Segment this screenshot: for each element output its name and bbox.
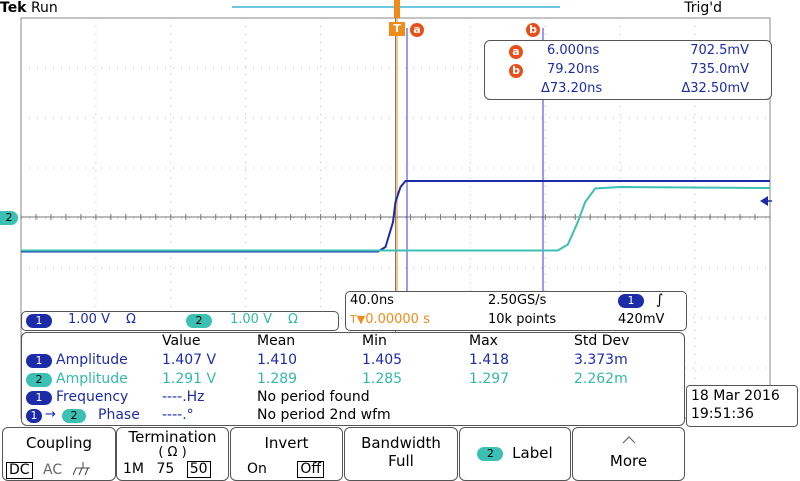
measurement-note: No period 2nd wfm — [257, 407, 391, 423]
arrow-right-icon: → — [45, 407, 56, 422]
measurement-max: 1.418 — [469, 352, 510, 368]
measurement-std: 2.262m — [574, 371, 628, 387]
measurement-min: 1.405 — [362, 352, 403, 368]
trigger-marker-label: T — [389, 22, 405, 36]
bandwidth-title: Bandwidth — [361, 434, 441, 452]
cursor-delta-volt: Δ32.50mV — [681, 81, 749, 96]
time-text: 19:51:36 — [691, 406, 754, 422]
source-chip: 2 — [26, 373, 52, 387]
cursor-a-volt: 702.5mV — [690, 43, 749, 58]
measurement-max: 1.297 — [469, 371, 510, 387]
ch2-scale: 1.00 V — [230, 312, 272, 327]
measurement-label: Phase — [98, 407, 140, 423]
measurement-note: No period found — [257, 389, 370, 405]
termination-title: Termination — [128, 428, 217, 446]
measurement-value: ----.° — [162, 407, 194, 423]
trigger-level-icon — [760, 196, 768, 206]
ch2-termination: Ω — [288, 312, 298, 327]
coupling-button[interactable]: Coupling DC AC — [2, 427, 116, 481]
invert-on-option[interactable]: On — [247, 461, 267, 477]
trigger-source-chip: 1 — [618, 294, 644, 308]
horizontal-position-value: 0.00000 s — [365, 312, 430, 327]
label-button[interactable]: 2 Label — [459, 427, 571, 481]
coupling-ac-option[interactable]: AC — [43, 462, 63, 478]
measurement-value: 1.407 V — [162, 352, 217, 368]
cursor-a-badge: a — [509, 45, 523, 59]
measurement-row[interactable]: 1 → 2 Phase ----.° No period 2nd wfm — [22, 407, 682, 425]
cursor-b-volt: 735.0mV — [690, 62, 749, 77]
measurement-value: 1.291 V — [162, 371, 217, 387]
termination-button[interactable]: Termination ( Ω ) 1M 75 50 — [116, 427, 229, 481]
more-text: More — [609, 452, 648, 470]
run-state: Run — [30, 0, 58, 16]
brand-label: Tek — [0, 0, 27, 16]
channel-readout-bar[interactable]: 1 1.00 V Ω 2 1.00 V Ω — [21, 311, 339, 331]
col-header-min: Min — [362, 333, 387, 349]
measurement-label: Amplitude — [56, 371, 128, 387]
record-length: 10k points — [488, 312, 557, 327]
coupling-dc-option[interactable]: DC — [6, 462, 33, 479]
coupling-title: Coupling — [25, 434, 93, 452]
timebase-readout[interactable]: 40.0ns 2.50GS/s 1 ∫ T▼0.00000 s 10k poin… — [345, 291, 687, 331]
invert-title: Invert — [264, 434, 309, 452]
sample-rate: 2.50GS/s — [488, 293, 547, 308]
measurement-row[interactable]: 1 Frequency ----.Hz No period found — [22, 389, 682, 407]
termination-1m-option[interactable]: 1M — [123, 461, 144, 477]
col-header-max: Max — [469, 333, 498, 349]
col-header-value: Value — [162, 333, 201, 349]
ch1-chip: 1 — [26, 314, 52, 328]
measurement-mean: 1.410 — [257, 352, 298, 368]
bandwidth-value: Full — [388, 452, 414, 470]
measurement-mean: 1.289 — [257, 371, 298, 387]
trigger-position-prefix: T▼ — [350, 313, 366, 326]
label-text: Label — [512, 444, 553, 462]
more-button[interactable]: More — [572, 427, 685, 481]
measurement-value: ----.Hz — [162, 389, 205, 405]
bandwidth-button[interactable]: Bandwidth Full — [344, 427, 458, 481]
measurement-panel: Value Mean Min Max Std Dev 1 Amplitude 1… — [21, 332, 685, 426]
source-chip: 1 — [26, 409, 42, 423]
trigger-marker[interactable]: T — [389, 0, 405, 38]
cursor-delta-time: Δ73.20ns — [541, 81, 603, 96]
horizontal-position: T▼0.00000 s — [350, 312, 430, 327]
source-chip: 1 — [26, 391, 52, 405]
trigger-status: Trig'd — [684, 0, 722, 16]
waveform-ch2 — [21, 185, 771, 252]
termination-75-option[interactable]: 75 — [156, 461, 175, 477]
termination-sub: ( Ω ) — [158, 445, 187, 460]
ground-icon[interactable] — [72, 461, 93, 477]
cursor-a-handle[interactable]: a — [410, 23, 424, 37]
termination-50-option[interactable]: 50 — [186, 461, 211, 478]
measurement-min: 1.285 — [362, 371, 403, 387]
label-ch2-chip: 2 — [477, 447, 504, 461]
col-header-mean: Mean — [257, 333, 296, 349]
datetime-display: 18 Mar 2016 19:51:36 — [686, 385, 798, 427]
measurement-std: 3.373m — [574, 352, 628, 368]
ch1-termination: Ω — [126, 312, 136, 327]
ch2-ground-marker[interactable]: 2 — [0, 211, 18, 225]
ch1-scale: 1.00 V — [68, 312, 110, 327]
col-header-std: Std Dev — [574, 333, 630, 349]
ch2-chip: 2 — [186, 314, 212, 328]
cursor-b-badge: b — [509, 64, 523, 78]
measurement-label: Frequency — [56, 389, 129, 405]
waveform-traces — [21, 180, 771, 253]
cursor-readout: a 6.000ns 702.5mV b 79.20ns 735.0mV Δ73.… — [484, 40, 772, 100]
date-text: 18 Mar 2016 — [691, 388, 780, 404]
measurement-label: Amplitude — [56, 352, 128, 368]
measurement-row[interactable]: 2 Amplitude 1.291 V 1.289 1.285 1.297 2.… — [22, 371, 682, 389]
chevron-up-icon — [622, 436, 635, 444]
source-chip: 1 — [26, 354, 52, 368]
invert-off-option[interactable]: Off — [297, 461, 325, 478]
cursor-b-time: 79.20ns — [547, 62, 600, 77]
app-title: Tek Run — [0, 0, 58, 16]
horizontal-scale: 40.0ns — [350, 293, 394, 308]
measurement-row[interactable]: 1 Amplitude 1.407 V 1.410 1.405 1.418 3.… — [22, 352, 682, 370]
rising-edge-icon: ∫ — [656, 292, 664, 308]
source2-chip: 2 — [62, 409, 86, 423]
trigger-level: 420mV — [618, 312, 665, 327]
cursor-a-time: 6.000ns — [547, 43, 600, 58]
invert-button[interactable]: Invert On Off — [230, 427, 343, 481]
cursor-b-handle[interactable]: b — [526, 23, 540, 37]
